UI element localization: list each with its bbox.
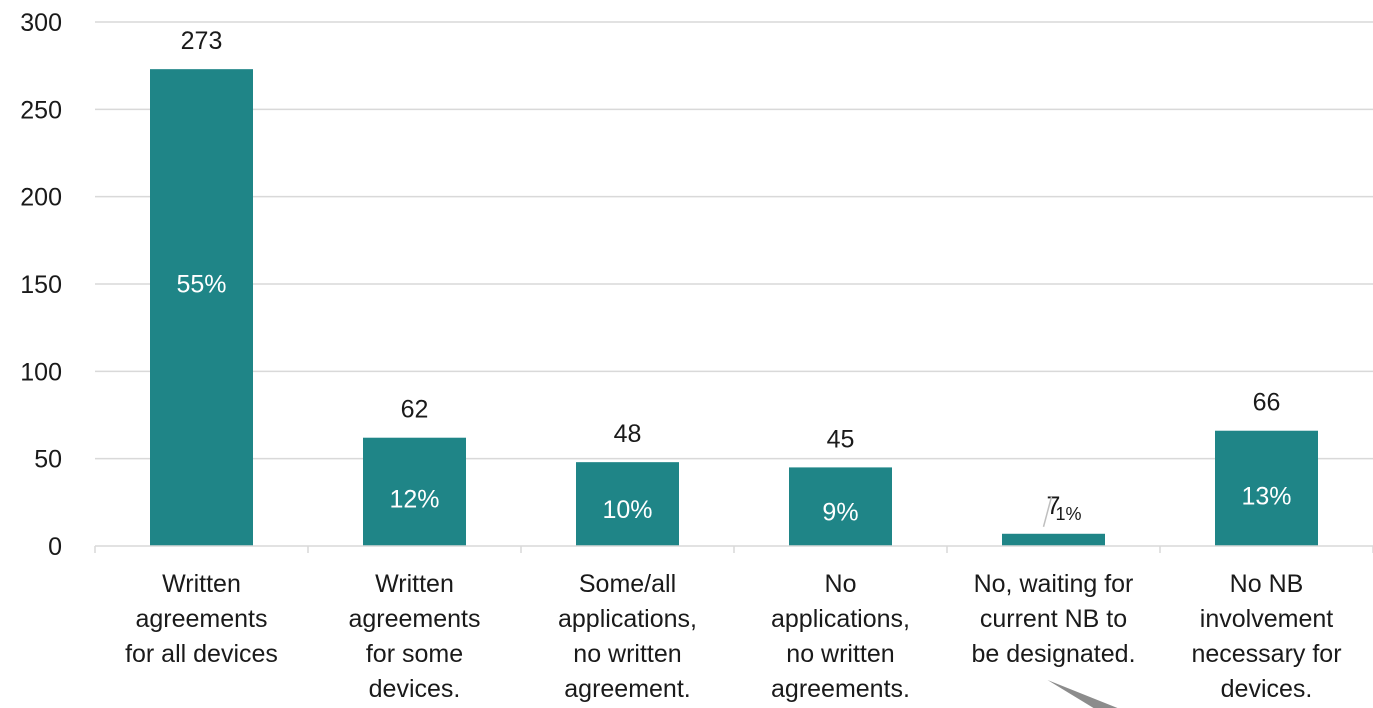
- category-label: agreement.: [564, 675, 690, 703]
- bars: [150, 69, 1318, 546]
- bar-value-label: 45: [827, 425, 855, 453]
- axes: [94, 545, 1373, 553]
- callout-tail: [1047, 680, 1118, 708]
- category-label: devices.: [1221, 675, 1313, 703]
- category-label: no written: [573, 640, 681, 668]
- y-tick-label: 250: [20, 96, 62, 124]
- bar: [789, 467, 892, 546]
- category-label: involvement: [1200, 605, 1333, 633]
- bar-value-label: 66: [1253, 389, 1281, 417]
- y-tick-label: 100: [20, 358, 62, 386]
- category-label: no written: [786, 640, 894, 668]
- y-tick-label: 200: [20, 184, 62, 212]
- bar-value-label: 273: [181, 27, 223, 55]
- category-label: agreements.: [771, 675, 910, 703]
- category-label: applications,: [771, 605, 910, 633]
- category-label: devices.: [369, 675, 461, 703]
- bar: [1002, 533, 1105, 546]
- callout-pointer: [1047, 680, 1118, 708]
- bar: [1215, 430, 1318, 546]
- bar-percent-label: 10%: [602, 496, 652, 524]
- labels: 0 50 100 150 200 250 300 273 55% Written agreement…: [20, 9, 1341, 703]
- category-label: agreements: [135, 605, 267, 633]
- category-label: Written: [375, 570, 454, 598]
- category-label: Some/all: [579, 570, 676, 598]
- y-tick-label: 0: [48, 533, 62, 561]
- category-label: No: [825, 570, 857, 598]
- bar: [363, 437, 466, 546]
- bar-percent-label: 9%: [822, 498, 858, 526]
- bar-percent-label: 55%: [176, 271, 226, 299]
- bar-percent-label: 12%: [389, 485, 439, 513]
- category-label: for all devices: [125, 640, 278, 668]
- category-label: No, waiting for: [974, 570, 1134, 598]
- bar-percent-label: 13%: [1241, 482, 1291, 510]
- category-label: for some: [366, 640, 463, 668]
- y-tick-label: 50: [34, 446, 62, 474]
- category-label: be designated.: [971, 640, 1135, 668]
- category-label: No NB: [1230, 570, 1304, 598]
- gridlines: [95, 21, 1373, 460]
- percent-leader-line: [1042, 496, 1053, 527]
- category-label: necessary for: [1191, 640, 1341, 668]
- bar-value-label: 7: [1047, 492, 1061, 520]
- category-label: Written: [162, 570, 241, 598]
- bar: [150, 69, 253, 546]
- bar-value-label: 48: [614, 420, 642, 448]
- y-tick-label: 300: [20, 9, 62, 37]
- category-label: applications,: [558, 605, 697, 633]
- category-label: current NB to: [980, 605, 1127, 633]
- y-tick-label: 150: [20, 271, 62, 299]
- category-label: agreements: [348, 605, 480, 633]
- bar-percent-label: 1%: [1055, 504, 1081, 524]
- bar: [576, 462, 679, 546]
- bar-value-label: 62: [401, 396, 429, 424]
